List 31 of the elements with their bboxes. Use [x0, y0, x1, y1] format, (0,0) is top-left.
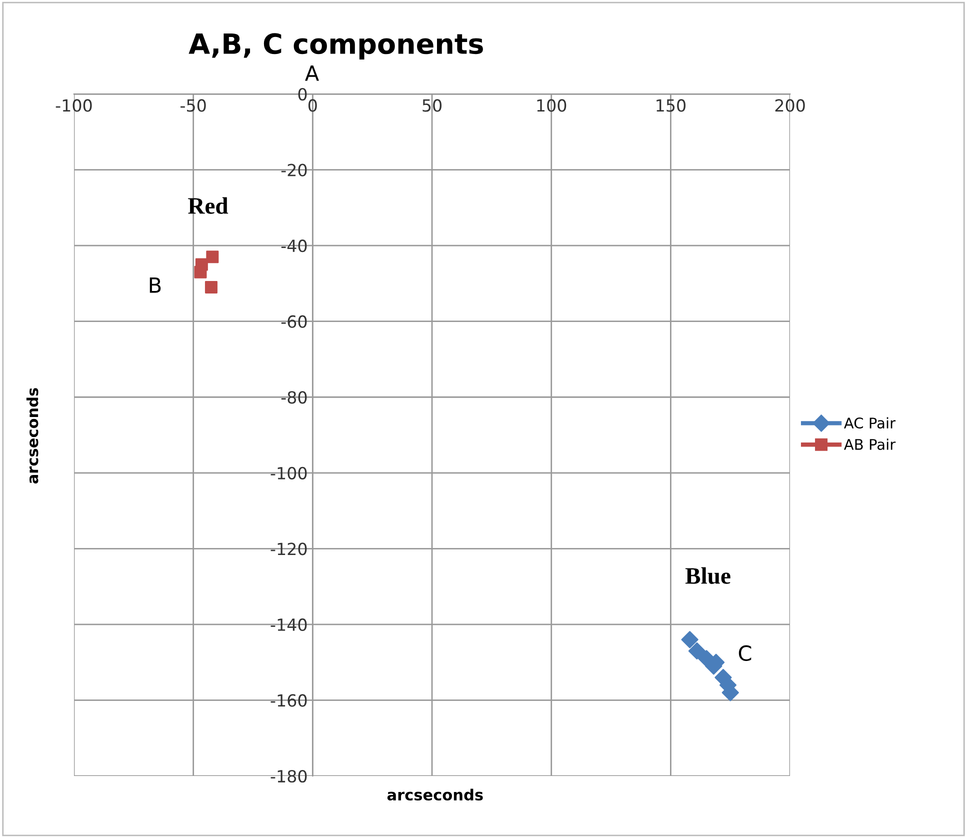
- point: [194, 266, 207, 278]
- x-tick-label: 100: [537, 99, 566, 112]
- chart-title: A,B, C components: [188, 33, 483, 60]
- point: [681, 631, 698, 648]
- annotation: B: [150, 278, 161, 293]
- point: [206, 250, 219, 264]
- y-tick-label: -120: [270, 542, 307, 556]
- annotation: Red: [188, 197, 228, 214]
- y-tick-label: -140: [270, 618, 307, 632]
- text: A: [305, 66, 319, 81]
- y-tick-label: -80: [281, 391, 307, 404]
- annotation: Blue: [685, 567, 730, 584]
- x-tick-label: 0: [308, 99, 317, 112]
- y-tick-label: -180: [270, 770, 307, 783]
- legend-label: AC Pair: [844, 417, 896, 429]
- y-tick-label: -20: [281, 164, 307, 176]
- x-tick-label: 50: [422, 99, 442, 112]
- x-axis-title: arcseconds: [387, 788, 483, 801]
- x-tick-label: -100: [56, 99, 92, 112]
- y-tick-label: -40: [281, 240, 307, 252]
- y-tick-label: -160: [270, 694, 307, 707]
- legend-label: AB Pair: [844, 438, 896, 450]
- y-tick-label: -100: [270, 466, 307, 480]
- point: [688, 642, 706, 660]
- y-axis-title: arcseconds: [26, 388, 38, 484]
- x-tick-label: 200: [775, 99, 805, 112]
- annotation: C: [738, 645, 752, 662]
- point: [204, 280, 218, 294]
- x-tick-label: 150: [656, 99, 686, 112]
- y-tick-label: -60: [281, 315, 307, 328]
- x-tick-label: -50: [180, 99, 206, 112]
